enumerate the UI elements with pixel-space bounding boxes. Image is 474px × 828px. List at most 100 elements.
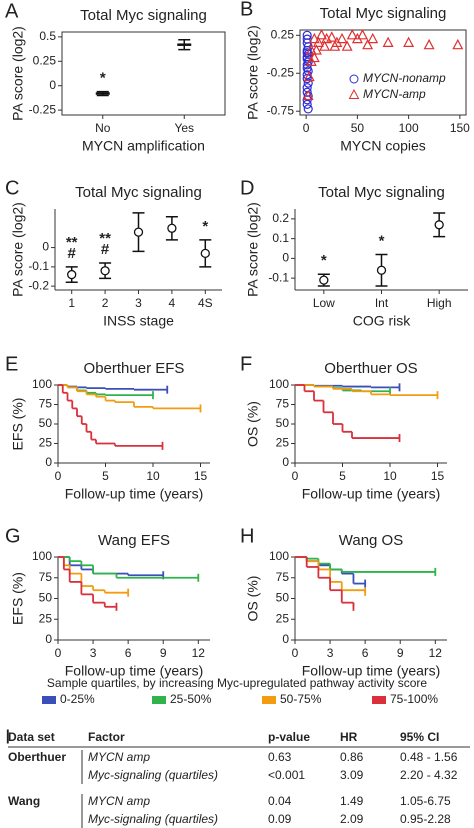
legend-swatch — [262, 696, 276, 704]
x-tick-label: 1 — [68, 296, 75, 310]
x-axis-label: Follow-up time (years) — [65, 486, 203, 502]
table-cell: Wang — [8, 794, 40, 808]
table-cell: <0.001 — [268, 768, 305, 782]
y-tick-label: 50 — [276, 591, 290, 605]
x-axis-label: INSS stage — [103, 313, 174, 329]
annotation: * — [202, 218, 208, 235]
point — [403, 36, 415, 48]
legend-label: 25-50% — [170, 692, 212, 706]
table-cell: 0.04 — [268, 794, 292, 808]
table-cell: 0.09 — [268, 812, 292, 826]
chart-title: Oberthuer EFS — [84, 360, 185, 377]
panel-letter: A — [5, 0, 19, 22]
table-cell: 1.49 — [340, 794, 364, 808]
y-tick-label: -0.25 — [29, 102, 57, 116]
chart-title: Oberthuer OS — [324, 360, 417, 377]
y-tick-label: 25 — [39, 611, 53, 625]
point — [376, 265, 387, 275]
x-axis-label: Follow-up time (years) — [302, 486, 440, 502]
point — [167, 223, 177, 233]
y-tick-label: -0.75 — [267, 103, 295, 117]
x-tick-label: 2 — [102, 296, 109, 310]
legend-swatch — [42, 696, 56, 704]
annotation: * — [379, 232, 385, 249]
annotation: * — [100, 70, 106, 87]
x-tick-label: 0 — [292, 469, 299, 483]
table-cell: Myc-signaling (quartiles) — [88, 812, 218, 826]
chart-title: Total Myc signaling — [320, 5, 447, 22]
point — [434, 220, 444, 230]
annotation: ** — [66, 234, 78, 251]
x-tick-label: 6 — [362, 646, 369, 660]
point — [302, 89, 314, 101]
x-tick-label: 12 — [429, 646, 443, 660]
x-tick-label: 4 — [169, 296, 176, 310]
x-tick-label: 12 — [192, 646, 206, 660]
x-tick-label: 4S — [198, 296, 213, 310]
x-tick-label: 10 — [383, 469, 397, 483]
panel-letter: F — [240, 353, 252, 375]
annotation: ** — [99, 230, 111, 247]
panel-letter: B — [240, 0, 253, 20]
x-tick-label: 9 — [397, 646, 404, 660]
y-tick-label: 100 — [269, 549, 289, 563]
point — [200, 248, 210, 259]
y-tick-label: 0 — [45, 632, 52, 646]
legend-label: 50-75% — [280, 692, 322, 706]
table-header: Data set — [8, 730, 55, 744]
panel-letter: I — [5, 726, 11, 748]
point — [67, 269, 77, 280]
point — [346, 29, 358, 40]
x-tick-label: 3 — [327, 646, 334, 660]
table-cell: MYCN amp — [88, 794, 150, 808]
table-header: 95% CI — [400, 730, 439, 744]
point — [367, 32, 379, 44]
point — [302, 99, 312, 109]
x-axis-label: Follow-up time (years) — [65, 663, 203, 679]
legend-label: MYCN-nonamp — [363, 71, 446, 85]
point — [316, 29, 328, 40]
x-tick-label: High — [427, 296, 452, 310]
y-tick-label: -0.25 — [267, 65, 295, 79]
y-tick-label: 100 — [32, 549, 52, 563]
y-tick-label: 100 — [32, 377, 52, 391]
y-tick-label: 0.25 — [271, 27, 295, 41]
point — [319, 275, 329, 285]
x-tick-label: 6 — [125, 646, 132, 660]
point — [362, 38, 374, 50]
y-tick-label: 0.1 — [272, 231, 289, 245]
x-tick-label: No — [95, 121, 111, 135]
table-cell: 0.63 — [268, 750, 292, 764]
y-tick-label: 75 — [39, 570, 53, 584]
x-tick-label: 5 — [339, 469, 346, 483]
legend-marker — [349, 74, 359, 84]
y-tick-label: 75 — [276, 397, 290, 411]
table-cell: 1.05-6.75 — [400, 794, 451, 808]
point — [302, 48, 312, 58]
y-axis-label: EFS (%) — [10, 572, 26, 625]
annotation: # — [68, 245, 77, 262]
point — [341, 40, 353, 51]
x-tick-label: Int — [375, 296, 389, 310]
legend-label: MYCN-amp — [363, 87, 426, 101]
annotation: # — [101, 241, 110, 258]
point — [303, 78, 313, 88]
y-tick-label: 50 — [39, 591, 53, 605]
x-tick-label: 3 — [90, 646, 97, 660]
point — [310, 44, 322, 55]
legend-marker — [348, 88, 360, 99]
point — [312, 36, 324, 48]
x-tick-label: 50 — [351, 121, 365, 135]
y-tick-label: 50 — [39, 416, 53, 430]
x-tick-label: 100 — [399, 121, 419, 135]
chart-title: Wang OS — [339, 532, 403, 549]
plot-frame — [299, 29, 467, 116]
y-tick-label: 50 — [276, 416, 290, 430]
y-axis-label: PA score (log2) — [245, 202, 261, 297]
table-cell: 2.20 - 4.32 — [400, 768, 458, 782]
point — [423, 38, 435, 50]
chart-title: Total Myc signaling — [80, 7, 207, 24]
y-tick-label: 0 — [282, 455, 289, 469]
point — [303, 104, 313, 114]
